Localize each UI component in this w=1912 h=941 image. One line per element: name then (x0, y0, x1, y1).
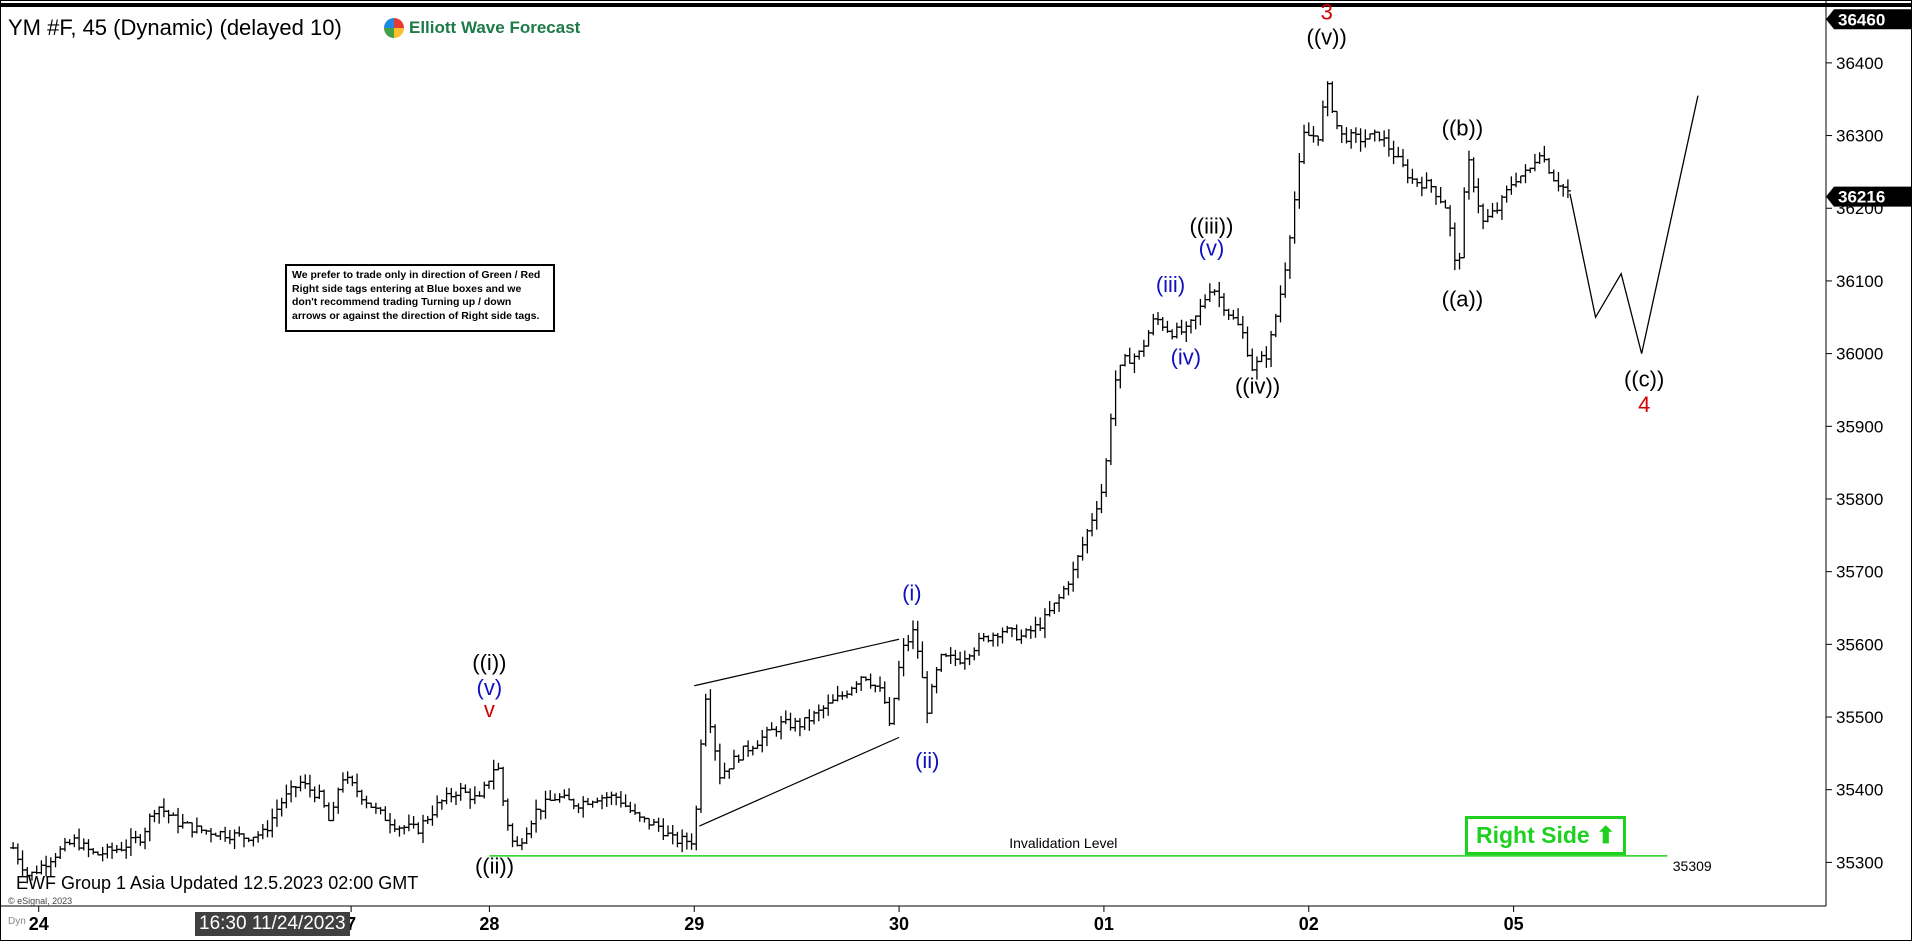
wave-label: ((c)) (1624, 366, 1664, 391)
update-info: EWF Group 1 Asia Updated 12.5.2023 02:00… (16, 873, 419, 893)
y-tick-label: 35300 (1836, 853, 1883, 872)
wedge-line (699, 736, 900, 827)
wave-label: ((v)) (1307, 25, 1347, 50)
y-tick-label: 35800 (1836, 490, 1883, 509)
wave-label: (ii) (915, 748, 939, 773)
projection-path (1569, 95, 1699, 354)
y-tick-label: 35400 (1836, 781, 1883, 800)
wave-label: 4 (1638, 392, 1650, 417)
price-box-last: 36216 (1826, 186, 1912, 207)
right-side-tag: Right Side ⬆ (1465, 816, 1627, 855)
wave-label: (v) (477, 675, 503, 700)
wave-label: ((a)) (1442, 286, 1484, 311)
copyright: © eSignal, 2023 (8, 896, 73, 906)
wave-label: v (484, 697, 495, 722)
brand-logo-icon (384, 18, 404, 38)
y-tick-label: 35500 (1836, 708, 1883, 727)
price-box-label: 36460 (1838, 10, 1885, 29)
wave-label: ((b)) (1442, 116, 1484, 141)
price-box-bg (1826, 186, 1912, 207)
price-box-bg (1826, 9, 1912, 30)
ohlc-bars (10, 81, 1571, 884)
invalidation-value: 35309 (1673, 858, 1712, 874)
ohlc-bar (1564, 179, 1571, 199)
x-tick-label: 02 (1299, 914, 1319, 934)
dyn-label: Dyn (8, 916, 26, 927)
x-tick-label: 28 (479, 914, 499, 934)
x-tick-label: 24 (29, 914, 49, 934)
brand-logo: Elliott Wave Forecast (384, 18, 580, 38)
wave-label: (iv) (1171, 345, 1202, 370)
y-tick-label: 36100 (1836, 272, 1883, 291)
chart-title: YM #F, 45 (Dynamic) (delayed 10) (8, 15, 342, 40)
x-tick-label: 29 (684, 914, 704, 934)
x-tick-label: 01 (1094, 914, 1114, 934)
wedge-line (694, 638, 900, 687)
wave-label: ((i)) (472, 650, 506, 675)
y-tick-label: 36400 (1836, 54, 1883, 73)
wave-label: 3 (1321, 0, 1333, 24)
wave-label: ((iv)) (1235, 374, 1280, 399)
invalidation-label: Invalidation Level (1009, 835, 1117, 851)
x-tick-label: 05 (1504, 914, 1524, 934)
right-side-label: Right Side (1476, 822, 1590, 848)
wave-label: (v) (1199, 235, 1225, 260)
x-tick-label: 7 (346, 914, 356, 934)
brand-name: Elliott Wave Forecast (409, 18, 581, 37)
y-tick-label: 36000 (1836, 345, 1883, 364)
x-tick-label: 30 (889, 914, 909, 934)
price-box-high: 36460 (1826, 9, 1912, 30)
y-tick-label: 35600 (1836, 635, 1883, 654)
y-tick-label: 35700 (1836, 563, 1883, 582)
price-box-label: 36216 (1838, 188, 1885, 207)
trading-note: We prefer to trade only in direction of … (285, 264, 555, 332)
wave-label: ((ii)) (475, 853, 514, 878)
crosshair-time-label: 16:30 11/24/2023 (195, 912, 350, 936)
wave-label: (i) (902, 581, 922, 606)
wave-label: (iii) (1156, 272, 1185, 297)
arrow-up-icon: ⬆ (1596, 822, 1616, 848)
wave-label: ((iii)) (1189, 214, 1233, 239)
y-tick-label: 35900 (1836, 417, 1883, 436)
y-tick-label: 36300 (1836, 127, 1883, 146)
